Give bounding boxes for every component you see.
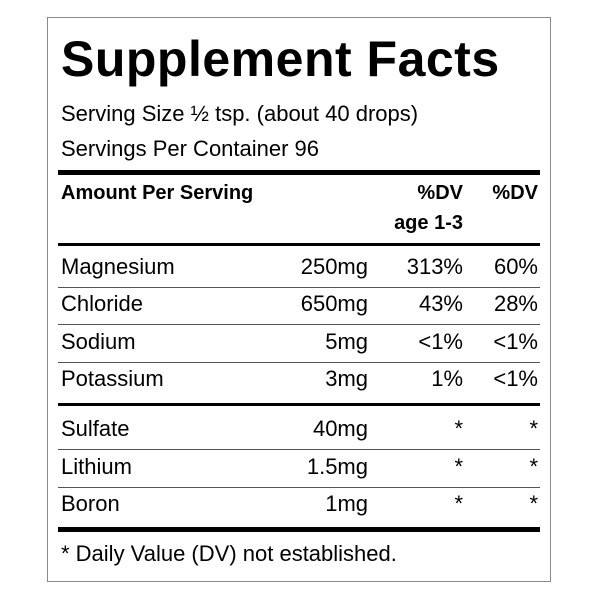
nutrient-dv-child: * [454, 454, 463, 479]
nutrient-dv-child: 1% [431, 366, 463, 391]
nutrient-name: Chloride [61, 291, 143, 316]
nutrient-amount: 40mg [312, 416, 368, 441]
nutrient-row: Sodium 5mg <1% <1% [0, 324, 600, 360]
row-divider [58, 362, 540, 363]
servings-per-container: Servings Per Container 96 [61, 136, 320, 161]
dv-child-header: %DV age 1-3 [394, 178, 463, 238]
amount-per-serving-header: Amount Per Serving [61, 182, 254, 204]
row-divider [58, 287, 540, 288]
panel-title: Supplement Facts [61, 31, 500, 87]
row-divider [58, 487, 540, 488]
nutrient-row: Boron 1mg * * [0, 486, 600, 522]
nutrient-dv-adult: * [529, 491, 538, 516]
nutrient-amount: 5mg [325, 329, 368, 354]
row-divider [58, 324, 540, 325]
nutrient-dv-child: 313% [406, 254, 463, 279]
dv-adult-header: %DV [492, 182, 538, 204]
row-divider [58, 449, 540, 450]
nutrient-row: Potassium 3mg 1% <1% [0, 361, 600, 397]
nutrient-amount: 650mg [300, 291, 368, 316]
nutrient-dv-adult: * [529, 416, 538, 441]
nutrient-amount: 1mg [325, 491, 368, 516]
nutrient-name: Lithium [61, 454, 132, 479]
nutrient-name: Sulfate [61, 416, 130, 441]
nutrient-dv-child: 43% [418, 291, 463, 316]
nutrient-dv-adult: <1% [493, 366, 538, 391]
nutrient-dv-adult: <1% [493, 329, 538, 354]
nutrient-dv-child: <1% [418, 329, 463, 354]
header-divider [58, 243, 540, 246]
nutrient-amount: 3mg [325, 366, 368, 391]
nutrient-name: Sodium [61, 329, 136, 354]
nutrient-row: Lithium 1.5mg * * [0, 449, 600, 485]
nutrient-row: Magnesium 250mg 313% 60% [0, 249, 600, 285]
nutrient-row: Chloride 650mg 43% 28% [0, 286, 600, 322]
dv-child-header-line2: age 1-3 [394, 212, 463, 234]
nutrient-dv-adult: * [529, 454, 538, 479]
serving-size: Serving Size ½ tsp. (about 40 drops) [61, 101, 419, 126]
nutrient-amount: 250mg [300, 254, 368, 279]
nutrient-name: Potassium [61, 366, 164, 391]
nutrient-dv-adult: 60% [493, 254, 538, 279]
daily-value-footnote: * Daily Value (DV) not established. [61, 541, 397, 566]
thick-divider [58, 170, 540, 175]
nutrient-dv-child: * [454, 416, 463, 441]
bottom-divider [58, 527, 540, 532]
nutrient-name: Magnesium [61, 254, 175, 279]
supplement-facts-panel [47, 17, 551, 582]
section-divider [58, 403, 540, 406]
nutrient-row: Sulfate 40mg * * [0, 411, 600, 447]
nutrient-dv-adult: 28% [493, 291, 538, 316]
dv-child-header-line1: %DV [417, 182, 463, 204]
nutrient-dv-child: * [454, 491, 463, 516]
nutrient-amount: 1.5mg [306, 454, 368, 479]
nutrient-name: Boron [61, 491, 120, 516]
